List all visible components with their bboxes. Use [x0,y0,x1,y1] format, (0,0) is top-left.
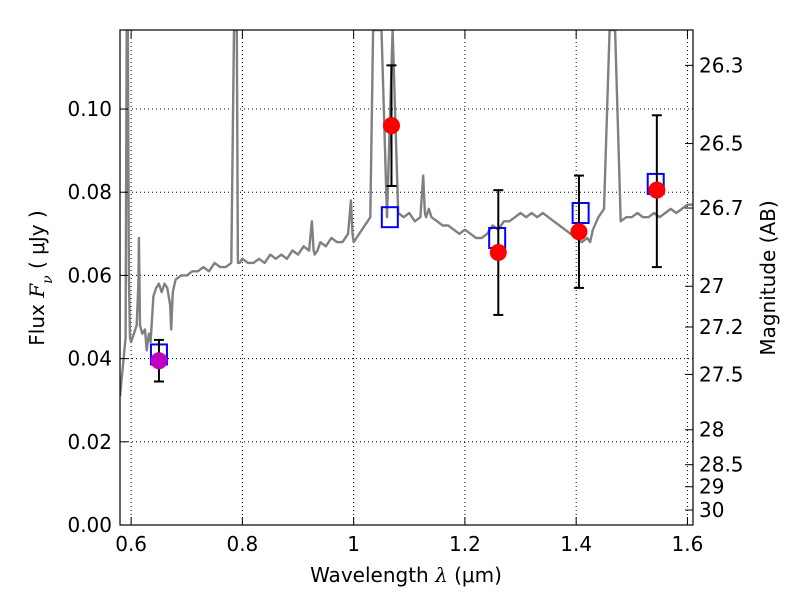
y-tick-label: 0.06 [67,263,112,287]
plot-frame [119,29,694,526]
y2-tick-label: 26.5 [699,132,744,156]
y2-tick-label: 27.5 [699,362,744,386]
y2-tick-label: 27 [699,274,724,298]
x-tick-label: 1 [347,532,360,556]
y2-tick-label: 30 [699,498,724,522]
model-photometry-square [571,202,590,225]
spectrum-line [120,30,693,397]
x-tick-label: 1.6 [672,532,704,556]
observed-photometry-point [489,244,507,262]
y-tick-label: 0.10 [67,97,112,121]
x-tick-label: 0.8 [226,532,258,556]
observed-photometry-point [648,181,666,199]
marker-layer [149,64,666,383]
grid-layer [120,30,693,526]
x-tick-label: 1.2 [449,532,481,556]
y2-tick-label: 27.2 [699,315,744,339]
axis-layer: 0.6 0.8 1 1.2 1.4 1.6 0.00 0.02 0.04 0.06 0.08 0.10… [67,30,744,556]
x-tick-label: 1.4 [560,532,592,556]
y2-tick-label: 28 [699,418,724,442]
y2-tick-label: 26.3 [699,53,744,77]
y2-tick-label: 28.5 [699,453,744,477]
x-axis-label: Wavelength λ (μm) [310,563,502,587]
y-axis-label: Flux Fν ( μJy ) [25,210,56,345]
y2-tick-label: 26.7 [699,196,744,220]
observed-photometry-point [570,223,588,241]
y-tick-label: 0.02 [67,430,112,454]
y-tick-label: 0.08 [67,180,112,204]
y2-axis-label: Magnitude (AB) [756,200,780,355]
y2-tick-label: 29 [699,475,724,499]
model-photometry-square [380,206,399,229]
spectrum-layer [120,30,693,397]
x-tick-label: 0.6 [115,532,147,556]
y-tick-label: 0.04 [67,347,112,371]
observed-photometry-point [150,352,168,370]
observed-photometry-point [382,117,400,135]
y-tick-label: 0.00 [67,513,112,537]
